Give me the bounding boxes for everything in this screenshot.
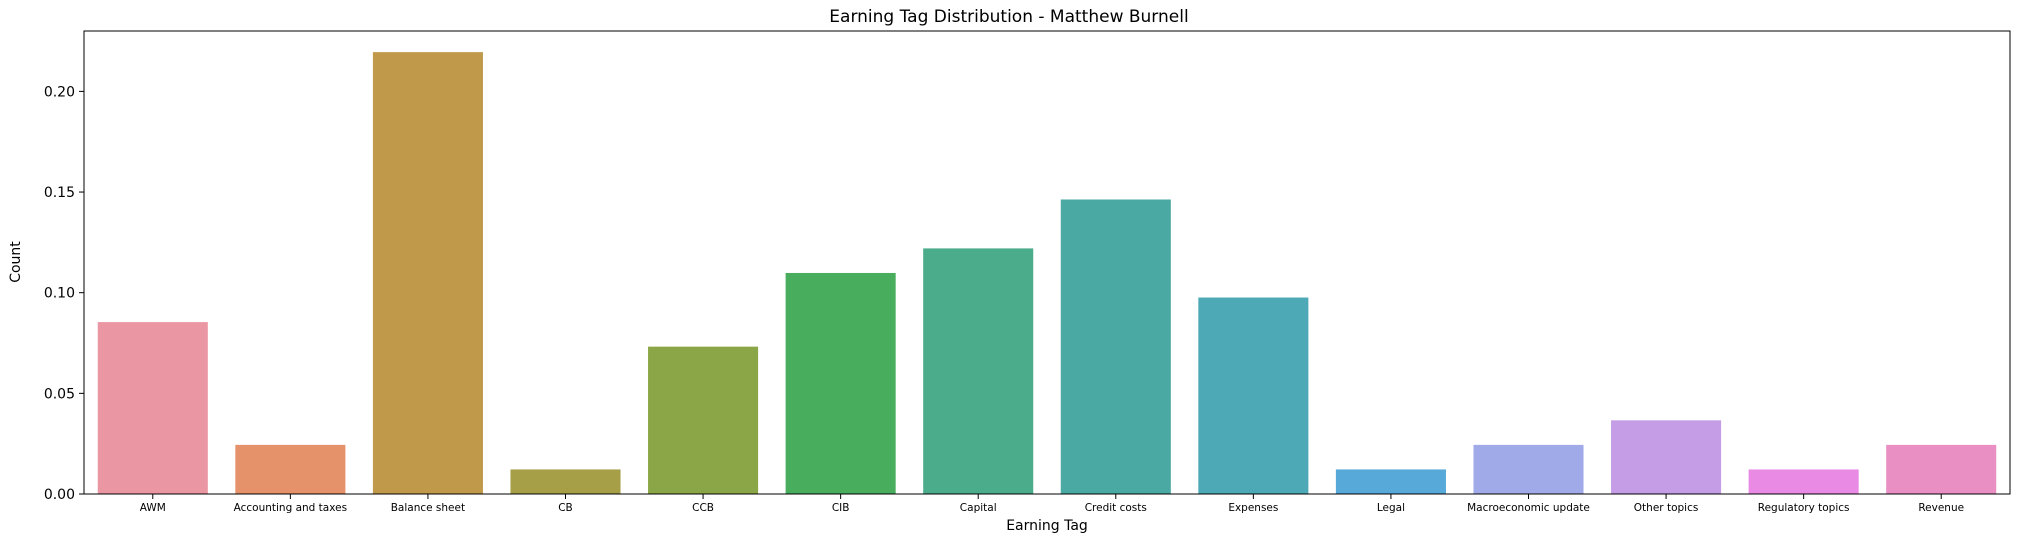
x-tick-label: Macroeconomic update	[1467, 502, 1590, 514]
bar-other-topics	[1611, 420, 1722, 494]
x-tick-label: Capital	[960, 502, 997, 514]
chart-title: Earning Tag Distribution - Matthew Burne…	[829, 7, 1188, 27]
x-tick-label: AWM	[140, 502, 166, 514]
x-tick-label: CB	[558, 502, 573, 514]
y-axis: 0.00 0.05 0.10 0.15 0.20	[44, 84, 84, 503]
bar-accounting-and-taxes	[235, 444, 346, 494]
y-tick-label: 0.00	[44, 487, 75, 503]
x-axis: AWM Accounting and taxes Balance sheet CB CC…	[140, 494, 1964, 514]
x-tick-label: Balance sheet	[391, 502, 465, 514]
bar-balance-sheet	[372, 52, 483, 494]
bar-macroeconomic-update	[1473, 444, 1584, 494]
x-tick-label: CCB	[692, 502, 714, 514]
y-axis-label: Count	[8, 241, 24, 283]
x-tick-label: Other topics	[1634, 502, 1699, 514]
bar-expenses	[1198, 297, 1309, 494]
x-tick-label: Credit costs	[1085, 502, 1147, 514]
bar-cib	[785, 272, 896, 494]
x-tick-label: Regulatory topics	[1758, 502, 1850, 514]
bar-regulatory-topics	[1748, 469, 1859, 494]
x-tick-label: Revenue	[1918, 502, 1964, 514]
plot-frame	[83, 30, 2011, 495]
bar-capital	[923, 248, 1034, 494]
x-tick-label: CIB	[832, 502, 850, 514]
bar-ccb	[648, 346, 759, 494]
y-tick-label: 0.20	[44, 84, 75, 100]
bar-awm	[97, 322, 208, 494]
bar-legal	[1335, 469, 1446, 494]
bar-cb	[510, 469, 621, 494]
bar-credit-costs	[1060, 199, 1171, 494]
y-tick-label: 0.10	[44, 286, 75, 302]
x-tick-label: Accounting and taxes	[234, 502, 347, 514]
bar-revenue	[1886, 444, 1997, 494]
y-tick-label: 0.15	[44, 185, 75, 201]
x-tick-label: Legal	[1377, 502, 1405, 514]
bars-group	[97, 52, 1997, 494]
x-tick-label: Expenses	[1228, 502, 1278, 514]
y-tick-label: 0.05	[44, 386, 75, 402]
x-axis-label: Earning Tag	[1006, 518, 1088, 534]
